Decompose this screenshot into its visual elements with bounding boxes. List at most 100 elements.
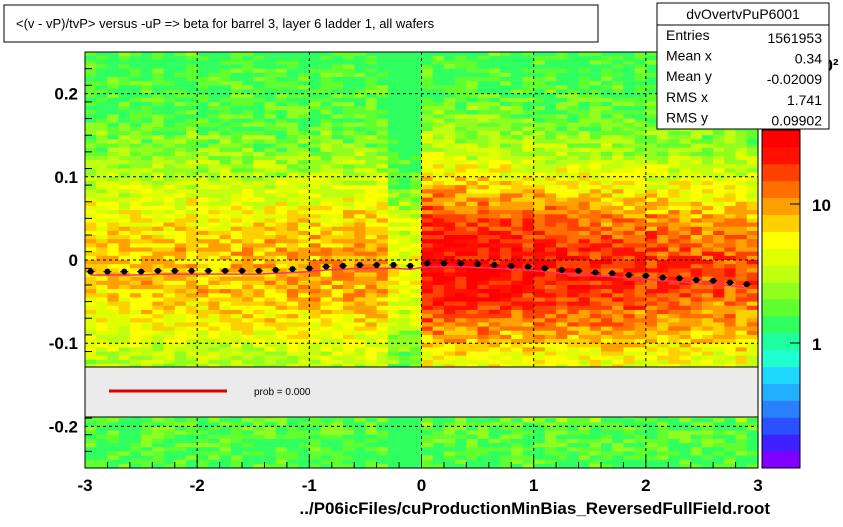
heatmap-cell <box>96 293 109 299</box>
heatmap-cell <box>589 89 602 95</box>
heatmap-cell <box>85 156 97 161</box>
heatmap-cell <box>578 89 591 95</box>
heatmap-cell <box>331 85 344 91</box>
heatmap-cell <box>275 305 288 311</box>
heatmap-cell <box>354 305 367 311</box>
heatmap-cell <box>152 56 165 61</box>
heatmap-cell <box>578 459 591 465</box>
heatmap-cell <box>410 314 423 319</box>
heatmap-cell <box>85 339 97 344</box>
heatmap-cell <box>500 260 512 265</box>
heatmap-cell <box>421 276 434 282</box>
heatmap-cell <box>107 106 120 111</box>
heatmap-cell <box>141 339 153 344</box>
heatmap-cell <box>455 239 467 244</box>
heatmap-cell <box>376 143 389 149</box>
heatmap-cell <box>118 201 131 207</box>
heatmap-cell <box>185 76 198 82</box>
heatmap-cell <box>197 455 209 461</box>
heatmap-cell <box>623 430 636 436</box>
heatmap-cell <box>623 193 636 199</box>
heatmap-cell <box>477 243 490 249</box>
heatmap-cell <box>174 110 187 115</box>
heatmap-cell <box>410 339 423 344</box>
heatmap-cell <box>365 56 378 61</box>
heatmap-cell <box>96 164 109 170</box>
heatmap-cell <box>477 418 490 423</box>
heatmap-cell <box>264 459 277 465</box>
heatmap-cell <box>567 81 580 86</box>
heatmap-cell <box>208 438 221 444</box>
heatmap-cell <box>298 284 310 290</box>
heatmap-cell <box>432 210 445 215</box>
heatmap-cell <box>443 60 456 66</box>
heatmap-cell <box>488 131 501 136</box>
heatmap-cell <box>567 135 580 140</box>
heatmap-cell <box>174 126 187 132</box>
heatmap-cell <box>556 351 568 357</box>
heatmap-cell <box>354 351 367 357</box>
heatmap-cell <box>612 255 624 261</box>
heatmap-cell <box>107 355 120 361</box>
heatmap-cell <box>477 260 490 265</box>
heatmap-cell <box>129 247 142 253</box>
heatmap-cell <box>208 251 221 257</box>
heatmap-cell <box>163 185 176 190</box>
heatmap-cell <box>634 143 647 149</box>
heatmap-cell <box>466 52 479 57</box>
heatmap-cell <box>96 330 109 336</box>
heatmap-cell <box>522 284 535 290</box>
heatmap-cell <box>342 85 355 91</box>
heatmap-cell <box>589 339 602 344</box>
heatmap-cell <box>500 289 512 294</box>
heatmap-cell <box>511 101 524 107</box>
heatmap-cell <box>163 422 176 427</box>
heatmap-cell <box>129 118 142 124</box>
heatmap-cell <box>331 243 344 249</box>
heatmap-cell <box>197 176 209 182</box>
heatmap-cell <box>488 176 501 182</box>
heatmap-cell <box>298 168 310 174</box>
heatmap-cell <box>399 52 411 57</box>
heatmap-cell <box>118 264 131 269</box>
heatmap-cell <box>455 459 467 465</box>
heatmap-cell <box>96 284 109 290</box>
heatmap-cell <box>118 85 131 91</box>
heatmap-cell <box>511 97 524 103</box>
heatmap-cell <box>197 56 209 61</box>
heatmap-cell <box>410 430 423 436</box>
heatmap-cell <box>342 355 355 361</box>
heatmap-cell <box>342 151 355 157</box>
heatmap-cell <box>466 318 479 323</box>
heatmap-cell <box>567 438 580 444</box>
heatmap-cell <box>544 243 557 249</box>
heatmap-cell <box>275 293 288 299</box>
heatmap-cell <box>208 72 221 78</box>
heatmap-cell <box>511 201 524 207</box>
heatmap-cell <box>533 197 546 203</box>
heatmap-cell <box>96 218 109 224</box>
heatmap-cell <box>342 343 355 348</box>
heatmap-cell <box>342 201 355 207</box>
heatmap-cell <box>219 118 232 124</box>
heatmap-cell <box>152 201 165 207</box>
heatmap-cell <box>197 289 209 294</box>
heatmap-cell <box>488 297 501 303</box>
heatmap-cell <box>477 314 490 319</box>
heatmap-cell <box>567 97 580 103</box>
heatmap-cell <box>107 463 120 469</box>
heatmap-cell <box>253 330 266 336</box>
heatmap-cell <box>365 451 378 457</box>
heatmap-cell <box>589 447 602 452</box>
heatmap-cell <box>230 151 243 157</box>
heatmap-cell <box>567 297 580 303</box>
heatmap-cell <box>365 309 378 315</box>
heatmap-cell <box>242 276 254 282</box>
heatmap-cell <box>387 101 400 107</box>
heatmap-cell <box>399 85 411 91</box>
heatmap-cell <box>410 185 423 190</box>
heatmap-cell <box>623 418 636 423</box>
heatmap-cell <box>556 93 568 99</box>
heatmap-cell <box>320 309 333 315</box>
heatmap-cell <box>275 438 288 444</box>
